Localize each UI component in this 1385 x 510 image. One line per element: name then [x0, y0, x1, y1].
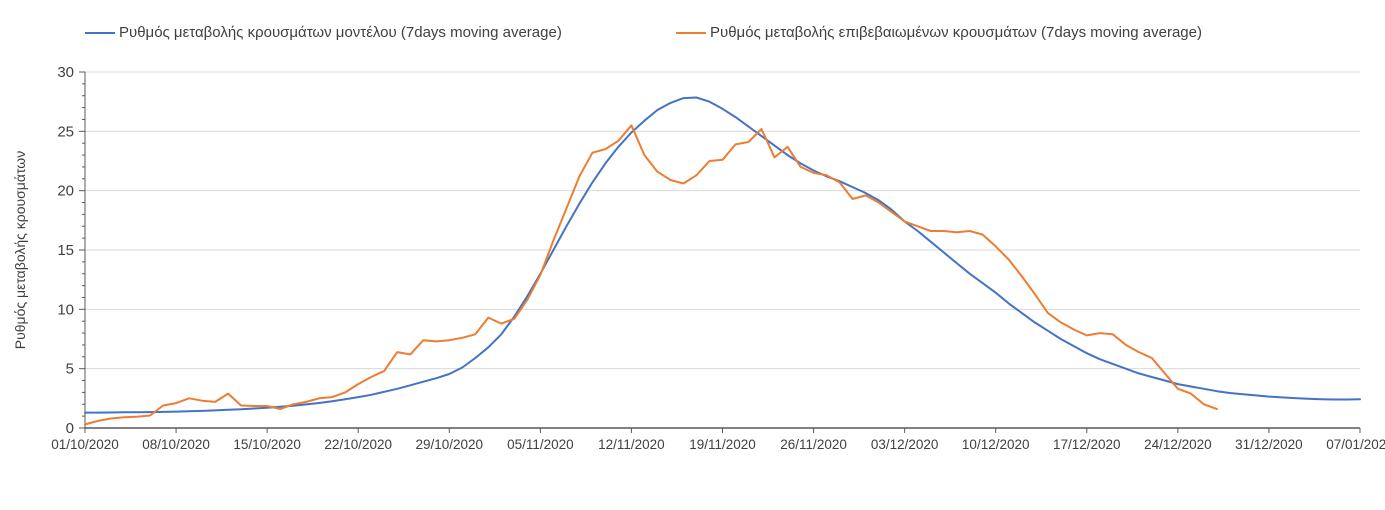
- y-tick-label-10: 10: [57, 301, 74, 318]
- x-tick-label-2: 15/10/2020: [233, 437, 301, 452]
- y-tick-label-30: 30: [57, 64, 74, 81]
- y-tick-label-5: 5: [66, 361, 74, 378]
- x-tick-label-11: 17/12/2020: [1053, 437, 1121, 452]
- y-axis-title: Ρυθμός μεταβολής κρουσμάτων: [12, 150, 28, 350]
- legend-line-swatch-model-icon: [85, 31, 115, 34]
- x-tick-label-6: 12/11/2020: [598, 437, 665, 452]
- x-tick-label-1: 08/10/2020: [142, 437, 210, 452]
- legend-line-swatch-confirmed-icon: [676, 31, 706, 34]
- legend-item-model: Ρυθμός μεταβολής κρουσμάτων μοντέλου (7d…: [85, 24, 562, 41]
- y-tick-label-20: 20: [57, 183, 74, 200]
- x-tick-label-13: 31/12/2020: [1235, 437, 1303, 452]
- y-tick-label-0: 0: [66, 420, 74, 437]
- series-line-model: [84, 96, 1361, 414]
- x-tick-label-12: 24/12/2020: [1144, 437, 1212, 452]
- legend-label-model: Ρυθμός μεταβολής κρουσμάτων μοντέλου (7d…: [119, 24, 562, 41]
- x-tick-label-7: 19/11/2020: [689, 437, 756, 452]
- x-tick-label-14: 07/01/2021: [1326, 437, 1385, 452]
- x-tick-label-10: 10/12/2020: [962, 437, 1030, 452]
- x-tick-label-8: 26/11/2020: [780, 437, 847, 452]
- x-tick-label-5: 05/11/2020: [507, 437, 574, 452]
- x-tick-label-3: 22/10/2020: [324, 437, 392, 452]
- y-tick-label-25: 25: [57, 123, 74, 140]
- legend-item-confirmed: Ρυθμός μεταβολής επιβεβαιωμένων κρουσμάτ…: [676, 24, 1202, 41]
- y-tick-label-15: 15: [57, 242, 74, 259]
- x-tick-label-4: 29/10/2020: [415, 437, 483, 452]
- series-line-confirmed: [84, 124, 1218, 426]
- x-tick-label-9: 03/12/2020: [871, 437, 939, 452]
- legend-label-confirmed: Ρυθμός μεταβολής επιβεβαιωμένων κρουσμάτ…: [710, 24, 1202, 41]
- x-tick-label-0: 01/10/2020: [51, 437, 119, 452]
